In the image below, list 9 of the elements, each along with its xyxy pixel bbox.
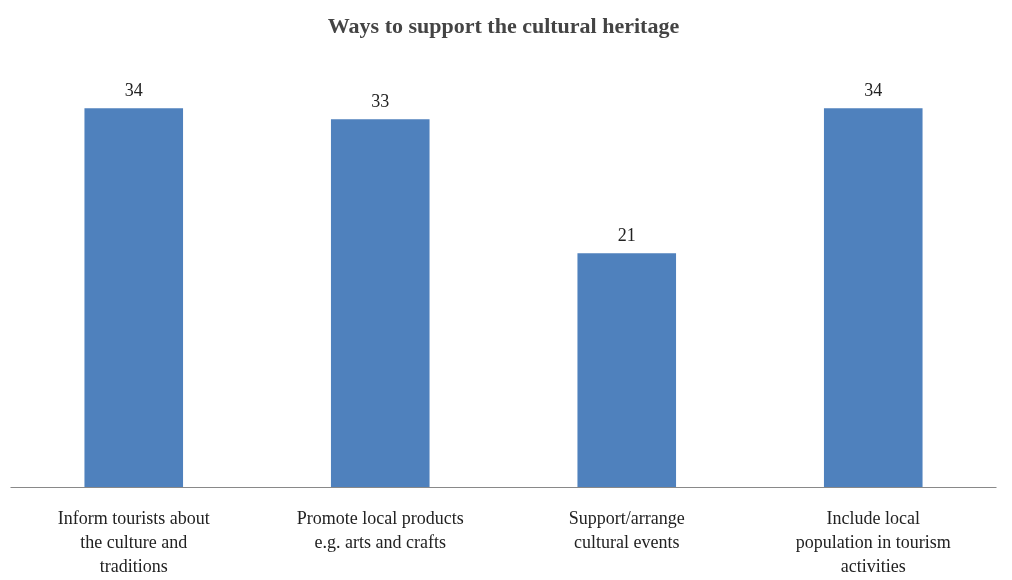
data-label: 33 [371,91,390,112]
x-tick-label: Include local population in tourism activities [795,507,951,576]
x-tick-label: Inform tourists about the culture and traditions [57,507,210,576]
data-label: 21 [617,225,636,246]
x-tick-label: Support/arrange cultural events [568,507,685,552]
data-label: 34 [864,80,883,101]
data-label: 34 [124,80,143,101]
x-tick-label: Promote local products e.g. arts and crafts [296,507,464,552]
chart-title: Ways to support the cultural heritage [327,12,680,38]
